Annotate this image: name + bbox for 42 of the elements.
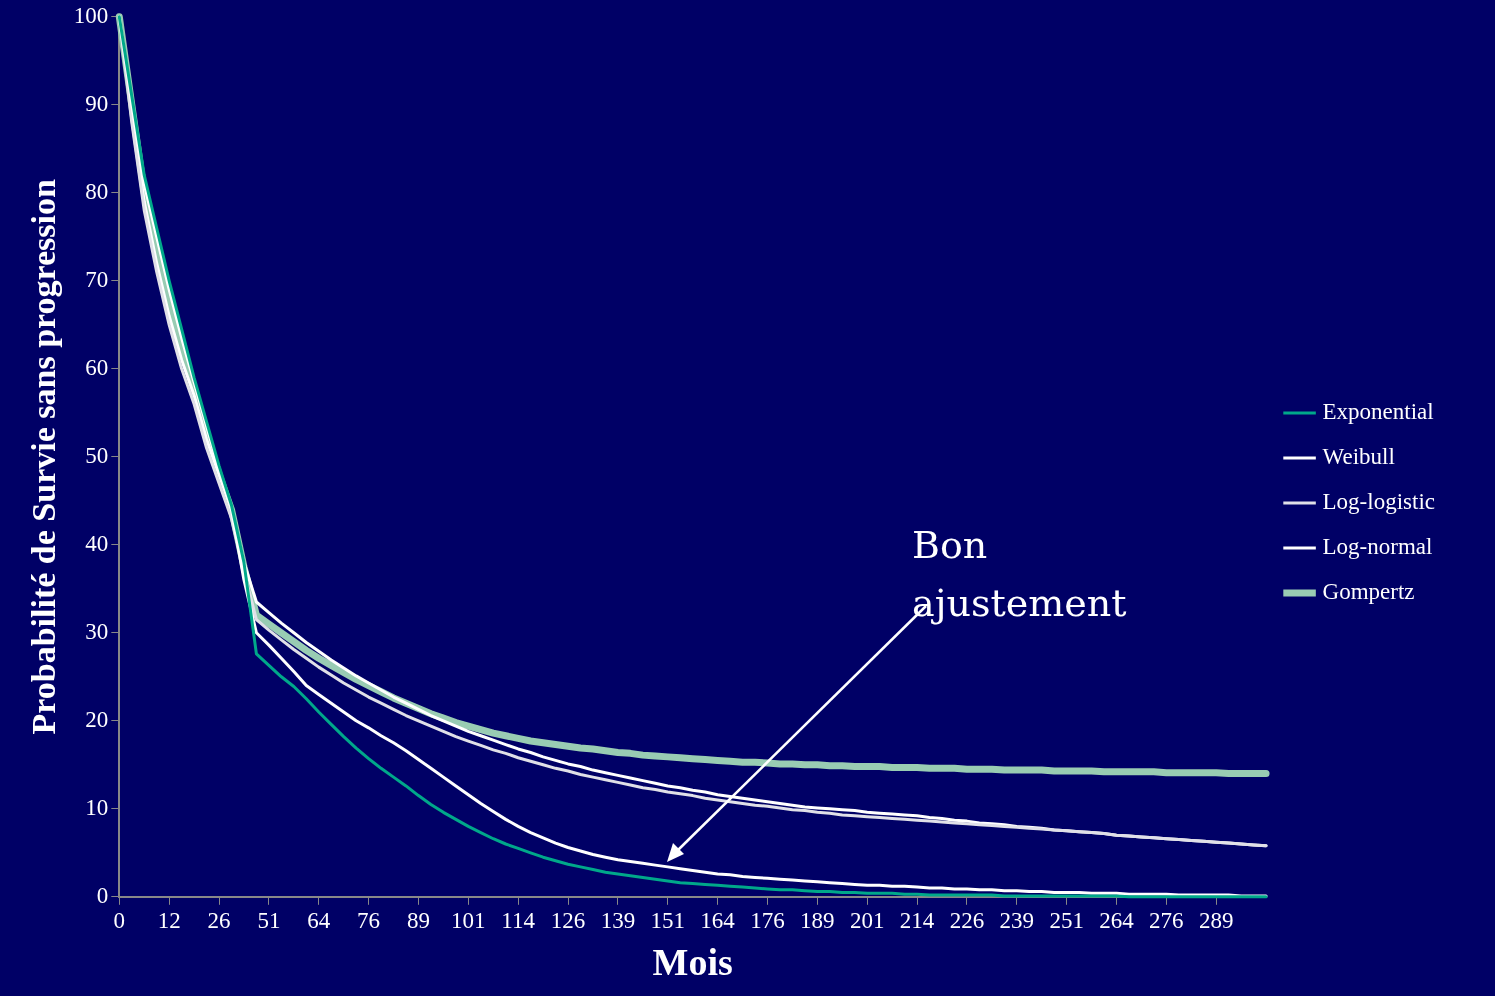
y-tick-label: 20 [85,706,109,732]
x-tick-label: 276 [1149,907,1184,933]
y-tick-label: 0 [96,882,109,908]
legend-label: Gompertz [1322,579,1415,605]
x-tick-label: 289 [1198,907,1234,933]
legend-label: Weibull [1322,444,1395,470]
x-tick-label: 126 [550,907,586,933]
x-tick-label: 89 [406,907,430,933]
y-tick-label: 30 [85,618,109,644]
x-tick-label: 176 [750,907,785,933]
y-tick-label: 80 [85,178,109,204]
x-tick-label: 114 [501,907,536,933]
y-tick-label: 10 [85,794,109,820]
x-tick-label: 64 [307,907,331,933]
x-tick-label: 0 [113,907,126,933]
x-tick-label: 214 [899,907,935,933]
x-tick-label: 51 [257,907,281,933]
y-tick-label: 50 [85,442,109,468]
x-tick-label: 151 [650,907,686,933]
y-tick-label: 90 [85,90,109,116]
x-tick-label: 251 [1049,907,1084,933]
legend-label: Exponential [1322,399,1434,425]
annotation: Bon ajustement [912,522,1128,627]
x-tick-label: 12 [157,907,181,933]
x-tick-label: 264 [1099,907,1135,933]
y-axis-title: Probabilité de Survie sans progression [25,179,63,735]
x-axis-title: Mois [652,941,733,984]
x-tick-label: 239 [999,907,1035,933]
legend-label: Log-normal [1322,534,1433,560]
x-tick-label: 26 [207,907,231,933]
x-tick-label: 76 [357,907,381,933]
x-tick-label: 189 [800,907,835,933]
y-tick-label: 100 [73,2,109,28]
x-tick-label: 164 [700,907,736,933]
x-tick-label: 101 [451,907,486,933]
y-tick-label: 70 [85,266,109,292]
y-tick-label: 60 [85,354,109,380]
legend-label: Log-logistic [1322,489,1436,515]
y-tick-label: 40 [85,530,109,556]
x-tick-label: 201 [849,907,885,933]
x-tick-label: 226 [949,907,985,933]
x-tick-label: 139 [600,907,636,933]
